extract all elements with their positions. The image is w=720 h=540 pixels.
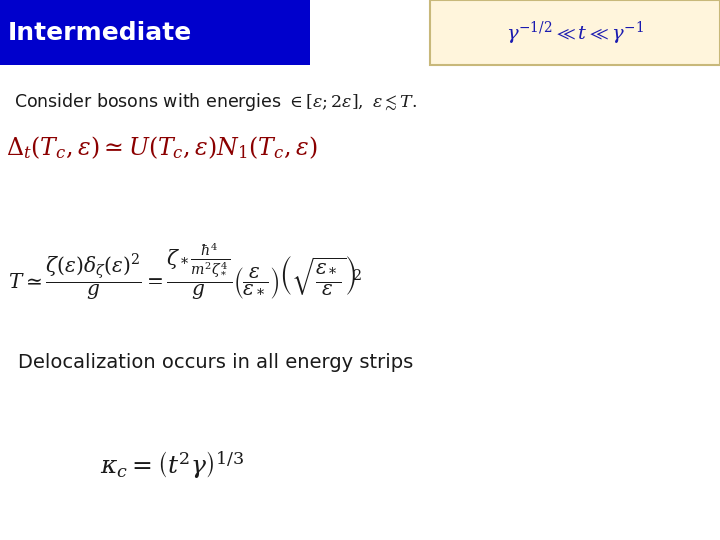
Text: $\Delta_t(T_c, \epsilon) \simeq U(T_c, \epsilon) N_1(T_c, \epsilon)$: $\Delta_t(T_c, \epsilon) \simeq U(T_c, \…	[6, 134, 318, 161]
Text: $T \simeq \dfrac{\zeta(\epsilon)\delta_\zeta(\epsilon)^2}{g} = \dfrac{\zeta_* \f: $T \simeq \dfrac{\zeta(\epsilon)\delta_\…	[8, 241, 362, 302]
Text: Intermediate: Intermediate	[8, 21, 192, 45]
Text: $\gamma^{-1/2} \ll t \ll \gamma^{-1}$: $\gamma^{-1/2} \ll t \ll \gamma^{-1}$	[506, 19, 644, 46]
Bar	[430, 0, 720, 65]
Text: Delocalization occurs in all energy strips: Delocalization occurs in all energy stri…	[18, 353, 413, 372]
Bar	[0, 0, 310, 65]
Text: $\kappa_c = \left(t^2\gamma\right)^{1/3}$: $\kappa_c = \left(t^2\gamma\right)^{1/3}…	[100, 449, 245, 481]
Text: Consider bosons with energies $\in [\epsilon; 2\epsilon],\ \epsilon \lesssim T.$: Consider bosons with energies $\in [\eps…	[14, 91, 418, 113]
